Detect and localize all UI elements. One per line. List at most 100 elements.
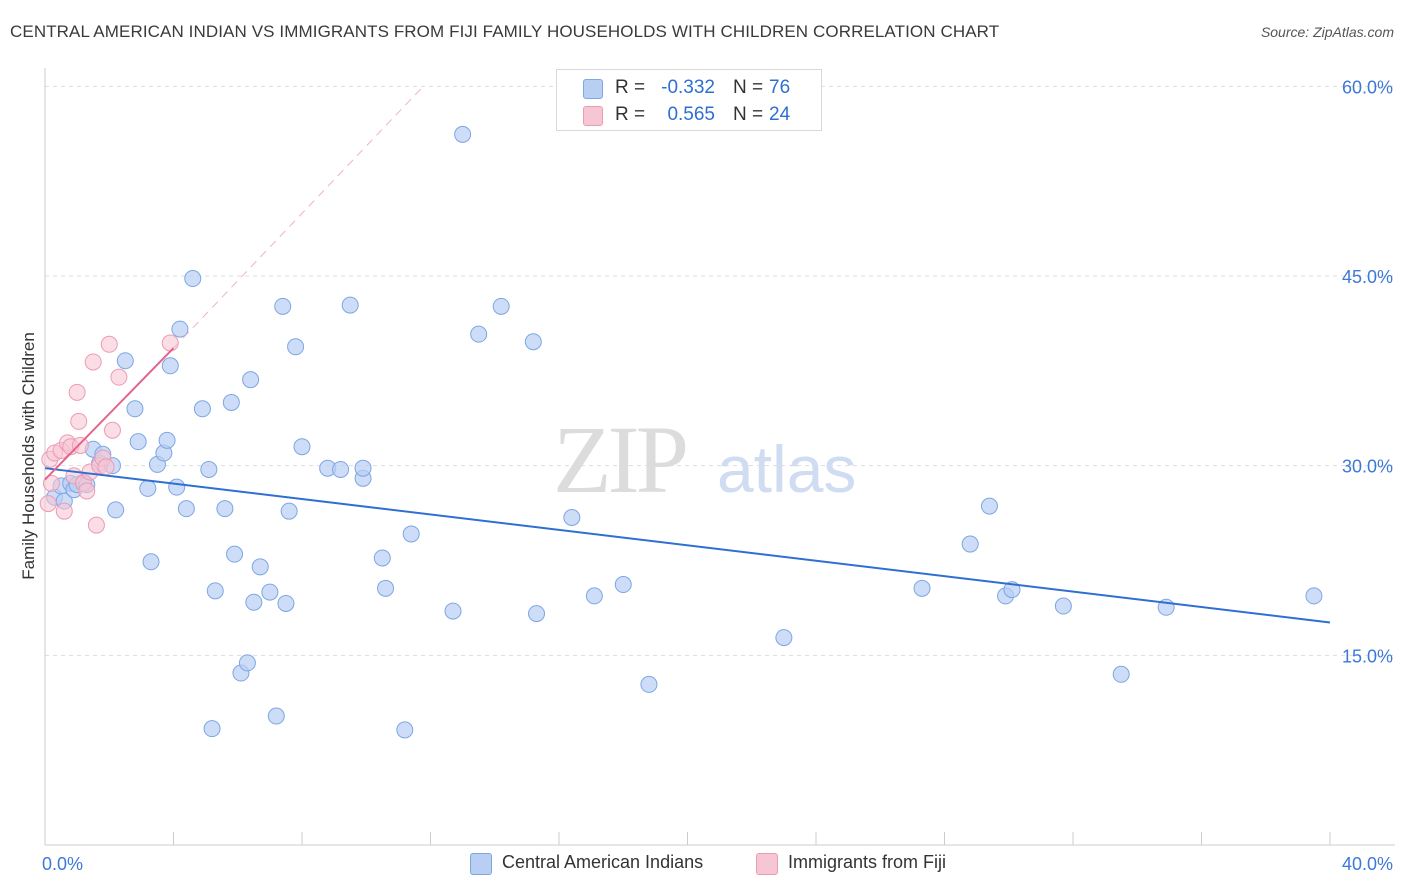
legend-r-label: R = <box>615 104 646 125</box>
data-point-central-american-indians <box>251 558 269 576</box>
legend-n-value: 76 <box>769 77 791 98</box>
data-point-central-american-indians <box>640 675 658 693</box>
bottom-legend-swatch-pink <box>756 853 778 875</box>
data-point-immigrants-from-fiji <box>39 495 57 513</box>
data-point-immigrants-from-fiji <box>110 368 128 386</box>
data-point-central-american-indians <box>775 629 793 647</box>
data-point-central-american-indians <box>524 333 542 351</box>
data-point-central-american-indians <box>1054 597 1072 615</box>
trend-extension-immigrants-from-fiji <box>173 88 422 349</box>
watermark-atlas: atlas <box>717 432 856 506</box>
data-point-immigrants-from-fiji <box>103 421 121 439</box>
data-point-central-american-indians <box>913 579 931 597</box>
y-tick-label: 45.0% <box>1342 267 1393 287</box>
y-tick-label: 15.0% <box>1342 646 1393 666</box>
data-point-central-american-indians <box>193 400 211 418</box>
data-point-immigrants-from-fiji <box>70 412 88 430</box>
data-point-central-american-indians <box>563 509 581 527</box>
data-point-immigrants-from-fiji <box>84 353 102 371</box>
y-axis-label: Family Households with Children <box>19 332 38 580</box>
data-point-central-american-indians <box>177 500 195 518</box>
data-point-central-american-indians <box>585 587 603 605</box>
data-point-central-american-indians <box>116 352 134 370</box>
data-point-immigrants-from-fiji <box>100 335 118 353</box>
data-point-central-american-indians <box>980 497 998 515</box>
data-point-immigrants-from-fiji <box>55 502 73 520</box>
series-central-american-indians <box>46 125 1323 739</box>
data-point-central-american-indians <box>492 297 510 315</box>
data-point-central-american-indians <box>129 433 147 451</box>
data-point-central-american-indians <box>1305 587 1323 605</box>
bottom-legend-central-american-indians: Central American Indians <box>470 852 740 876</box>
data-point-immigrants-from-fiji <box>71 436 89 454</box>
data-point-immigrants-from-fiji <box>42 474 60 492</box>
x-tick-label-max: 40.0% <box>1342 854 1393 874</box>
series-immigrants-from-fiji <box>39 334 179 534</box>
legend-r-label: R = <box>615 77 646 98</box>
data-point-immigrants-from-fiji <box>78 482 96 500</box>
data-point-central-american-indians <box>203 720 221 738</box>
legend-swatch-blue <box>583 79 603 99</box>
data-point-central-american-indians <box>354 459 372 477</box>
x-tick-label-min: 0.0% <box>42 854 83 874</box>
data-point-central-american-indians <box>444 602 462 620</box>
watermark: ZIP atlas <box>553 406 856 513</box>
watermark-zip: ZIP <box>553 406 686 513</box>
data-point-central-american-indians <box>267 707 285 725</box>
legend-r-value: 0.565 <box>667 104 715 125</box>
data-point-central-american-indians <box>126 400 144 418</box>
data-point-central-american-indians <box>168 478 186 496</box>
y-tick-label: 60.0% <box>1342 77 1393 97</box>
data-point-central-american-indians <box>107 501 125 519</box>
data-point-central-american-indians <box>161 357 179 375</box>
data-point-central-american-indians <box>200 460 218 478</box>
legend-n-label: N = <box>733 77 764 98</box>
bottom-legend-immigrants-from-fiji: Immigrants from Fiji <box>756 852 986 876</box>
data-point-central-american-indians <box>216 500 234 518</box>
data-point-central-american-indians <box>171 320 189 338</box>
data-point-central-american-indians <box>277 594 295 612</box>
bottom-legend-label: Central American Indians <box>502 852 704 872</box>
data-point-central-american-indians <box>280 502 298 520</box>
data-point-central-american-indians <box>396 721 414 739</box>
data-point-central-american-indians <box>293 438 311 456</box>
data-point-central-american-indians <box>332 460 350 478</box>
data-point-central-american-indians <box>184 270 202 288</box>
data-point-immigrants-from-fiji <box>97 458 115 476</box>
data-point-central-american-indians <box>206 582 224 600</box>
trend-lines <box>44 88 1331 624</box>
tick-labels: 15.0% 30.0% 45.0% 60.0% 0.0% 40.0% <box>42 77 1393 874</box>
chart-title: CENTRAL AMERICAN INDIAN VS IMMIGRANTS FR… <box>10 22 1000 41</box>
data-point-central-american-indians <box>158 431 176 449</box>
legend: R = -0.332 N = 76 R = 0.565 N = 24 <box>556 69 822 131</box>
data-point-central-american-indians <box>139 479 157 497</box>
data-point-central-american-indians <box>470 325 488 343</box>
legend-n-label: N = <box>733 104 764 125</box>
data-point-central-american-indians <box>614 576 632 594</box>
data-point-central-american-indians <box>287 338 305 356</box>
bottom-legend-swatch-blue <box>470 853 492 875</box>
gridlines <box>45 85 1395 656</box>
data-point-central-american-indians <box>242 371 260 389</box>
data-point-central-american-indians <box>961 535 979 553</box>
data-point-central-american-indians <box>377 579 395 597</box>
data-point-immigrants-from-fiji <box>68 383 86 401</box>
legend-swatch-pink <box>583 106 603 126</box>
legend-n-value: 24 <box>769 104 791 125</box>
data-point-central-american-indians <box>454 125 472 143</box>
data-point-immigrants-from-fiji <box>87 516 105 534</box>
data-point-central-american-indians <box>222 393 240 411</box>
data-point-immigrants-from-fiji <box>161 334 179 352</box>
data-point-central-american-indians <box>528 605 546 623</box>
legend-row-immigrants-from-fiji: R = 0.565 N = 24 <box>557 102 821 128</box>
data-point-central-american-indians <box>226 545 244 563</box>
data-point-central-american-indians <box>274 297 292 315</box>
data-point-central-american-indians <box>373 549 391 567</box>
y-tick-label: 30.0% <box>1342 457 1393 477</box>
trend-line-immigrants-from-fiji <box>44 347 175 481</box>
data-point-central-american-indians <box>142 553 160 571</box>
data-point-central-american-indians <box>341 296 359 314</box>
data-point-central-american-indians <box>238 654 256 672</box>
data-point-central-american-indians <box>261 583 279 601</box>
